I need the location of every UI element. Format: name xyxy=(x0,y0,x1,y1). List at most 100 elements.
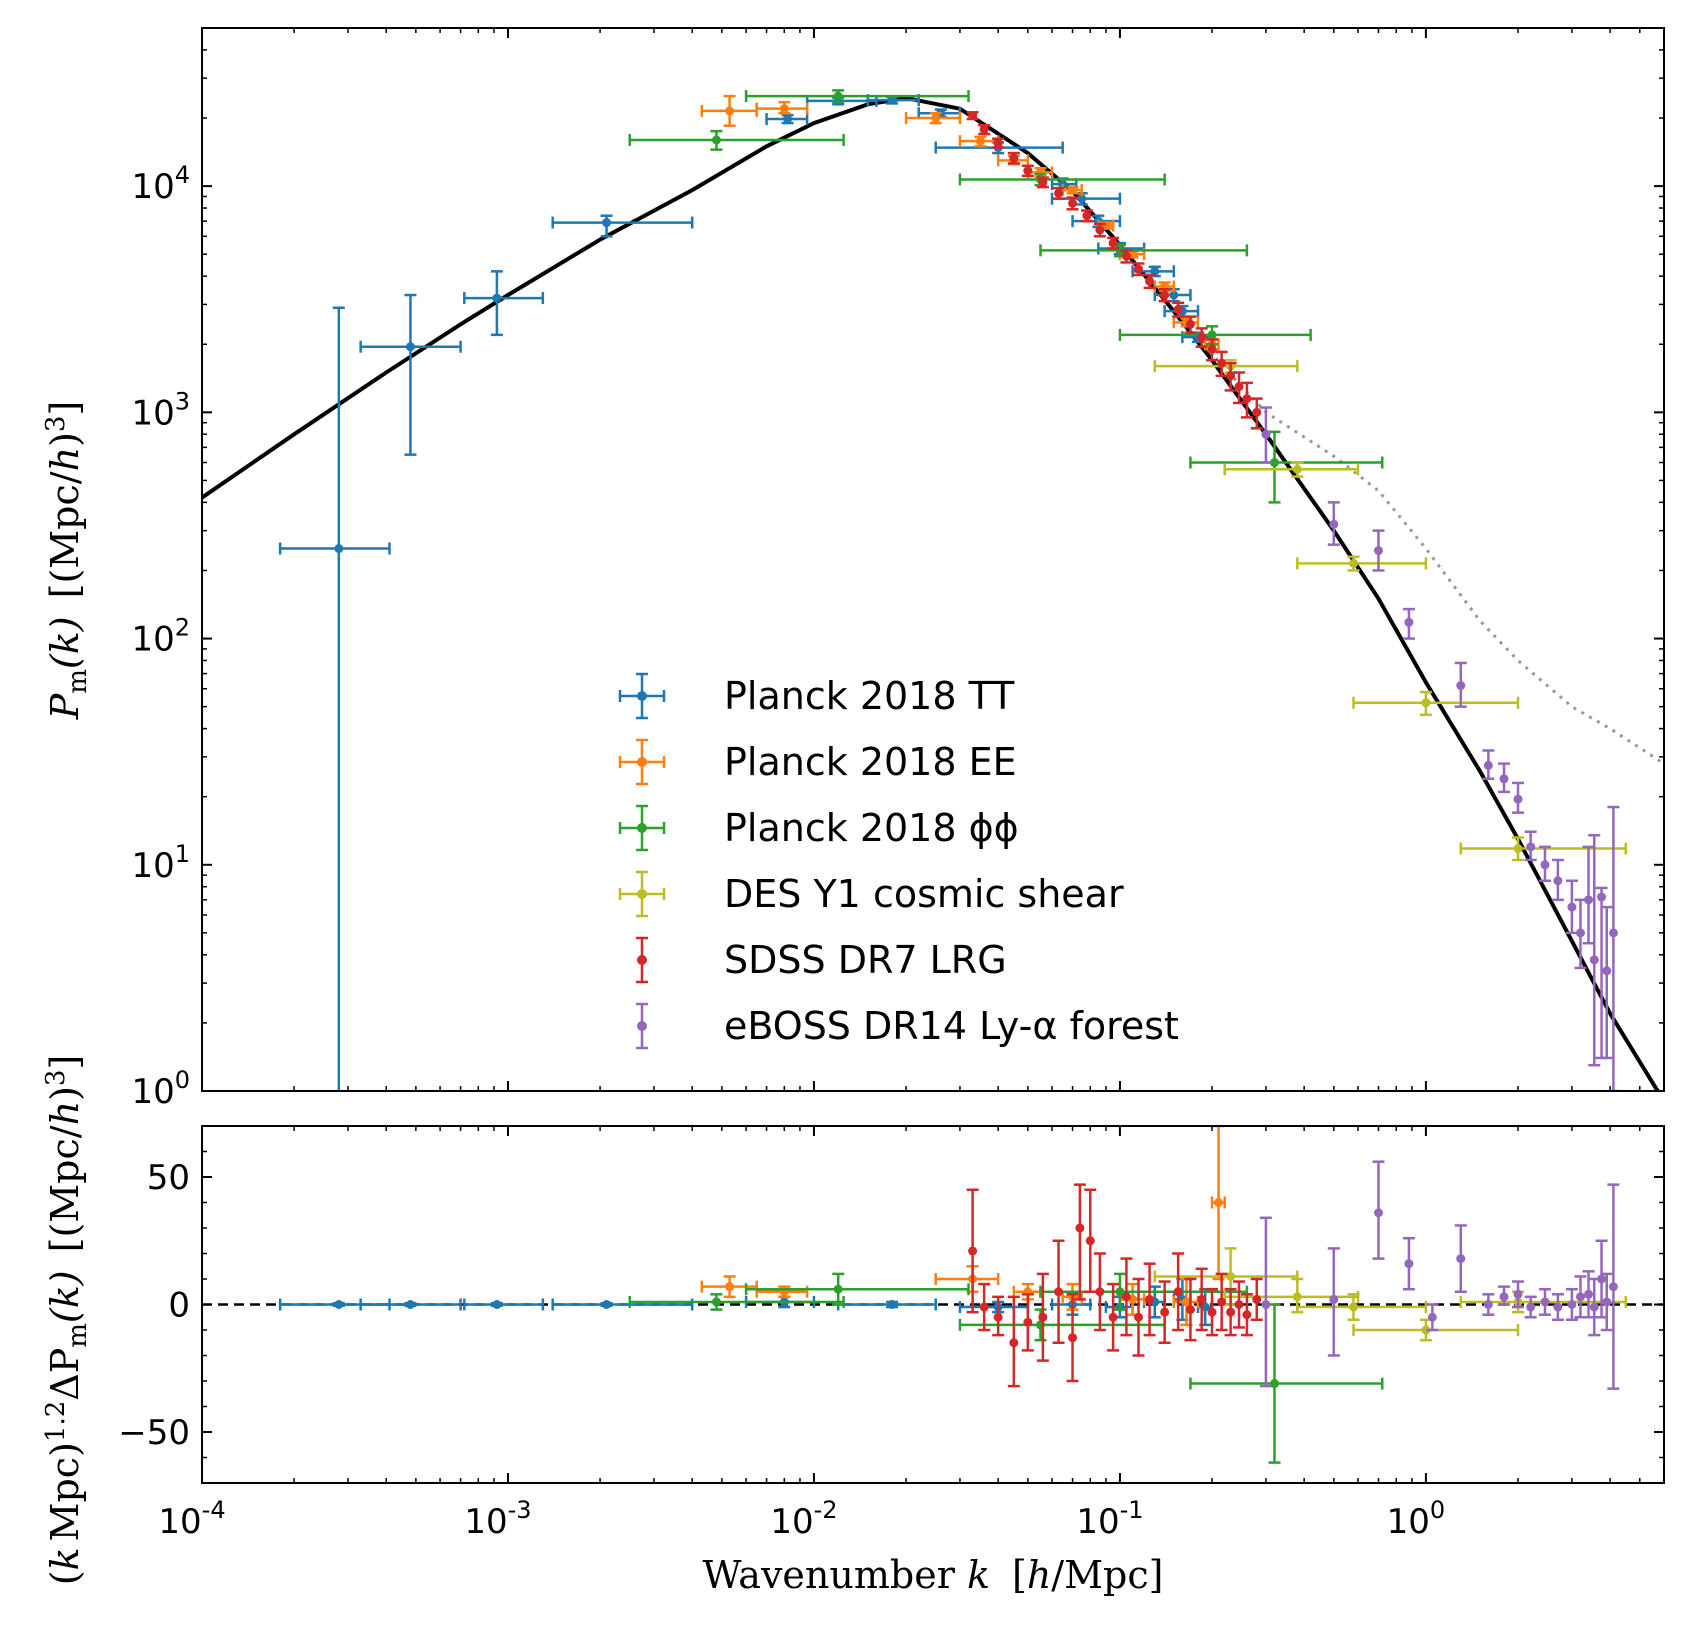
data-marker xyxy=(1173,304,1183,314)
data-marker xyxy=(1207,330,1217,340)
data-marker xyxy=(1292,1292,1302,1302)
top-point xyxy=(992,137,1005,149)
bottom-point xyxy=(1184,1277,1197,1342)
data-marker xyxy=(1038,1312,1048,1322)
top-point xyxy=(278,306,391,1091)
legend-label: Planck 2018 EE xyxy=(724,740,1017,784)
bottom-point xyxy=(1512,1280,1525,1309)
top-point xyxy=(1240,381,1253,419)
top-point xyxy=(958,135,1000,148)
data-marker xyxy=(1269,458,1279,468)
top-point xyxy=(1512,781,1525,814)
bottom-point xyxy=(1143,1262,1156,1337)
data-marker xyxy=(1374,546,1384,556)
data-marker xyxy=(334,1300,344,1309)
data-marker xyxy=(1404,617,1414,627)
top-series-des-y1-cosmic-shear xyxy=(1153,358,1628,862)
bottom-point xyxy=(1189,1303,1384,1464)
top-point xyxy=(628,129,845,151)
data-marker xyxy=(711,1297,721,1307)
top-point xyxy=(700,94,758,127)
data-marker xyxy=(711,135,721,145)
bottom-point xyxy=(1210,1126,1226,1281)
legend-swatch xyxy=(636,936,648,984)
legend-swatch xyxy=(636,1002,648,1050)
top-point xyxy=(1233,371,1246,405)
bottom-point xyxy=(1084,1188,1097,1293)
bottom-point xyxy=(1259,1216,1272,1388)
data-marker xyxy=(405,342,415,352)
data-marker xyxy=(1567,1300,1577,1309)
bottom-point xyxy=(1565,1287,1578,1322)
data-marker xyxy=(1608,1282,1618,1292)
data-marker xyxy=(1349,558,1359,568)
top-frame xyxy=(201,27,1665,1092)
data-marker xyxy=(1269,1379,1279,1389)
bottom-point xyxy=(1600,1272,1613,1332)
y-tick-label: 0 xyxy=(168,1286,190,1326)
data-marker xyxy=(968,1246,978,1256)
bottom-point xyxy=(1158,1280,1171,1344)
data-marker xyxy=(492,1300,502,1309)
top-point xyxy=(359,293,462,456)
legend-swatch xyxy=(618,804,666,852)
data-marker xyxy=(1252,1294,1262,1304)
data-marker xyxy=(1197,332,1207,342)
top-point xyxy=(1172,301,1185,318)
top-point xyxy=(1021,164,1034,178)
bottom-point xyxy=(1498,1285,1511,1306)
data-marker xyxy=(1160,290,1170,300)
x-axis-label: Wavenumber k [h/Mpc] xyxy=(703,1553,1164,1597)
top-point xyxy=(1007,151,1020,165)
data-marker xyxy=(1200,1302,1210,1312)
bottom-point xyxy=(1482,1293,1495,1316)
bottom-y-tick-labels: 50 0 −50 xyxy=(118,1158,190,1453)
data-marker xyxy=(725,1282,735,1292)
data-marker xyxy=(1181,1297,1191,1307)
top-series-eboss-dr14-ly-forest xyxy=(1259,406,1620,1091)
data-marker xyxy=(1374,1208,1384,1218)
top-point xyxy=(1574,898,1587,970)
x-tick-labels: 10-4 10-3 10-2 10-1 100 xyxy=(158,1496,1445,1542)
legend-marker xyxy=(637,955,647,965)
top-point xyxy=(1189,430,1384,504)
data-marker xyxy=(602,1300,612,1309)
data-marker xyxy=(1207,344,1217,354)
data-marker xyxy=(887,1300,897,1309)
bottom-point xyxy=(1296,1293,1428,1322)
top-point xyxy=(1551,858,1564,902)
x-tick-label: 10-2 xyxy=(770,1496,837,1542)
data-marker xyxy=(1185,319,1195,329)
bottom-point xyxy=(1551,1293,1564,1322)
data-marker xyxy=(1597,1274,1607,1284)
data-marker xyxy=(833,1284,843,1294)
top-series-planck-2018-tt xyxy=(278,94,1214,1091)
bottom-point xyxy=(1224,1287,1237,1337)
data-marker xyxy=(1602,966,1612,976)
legend: Planck 2018 TT Planck 2018 EE Planck 2018 … xyxy=(618,672,1179,1050)
bottom-series-planck-2018-ee xyxy=(700,1126,1226,1327)
top-point xyxy=(1296,555,1428,572)
data-marker xyxy=(1349,1302,1359,1312)
bottom-point xyxy=(1240,1293,1253,1337)
top-point xyxy=(1132,262,1145,277)
data-marker xyxy=(1553,1302,1563,1312)
legend-label: eBOSS DR14 Ly-α forest xyxy=(724,1004,1179,1048)
top-point xyxy=(1352,690,1520,717)
top-series-sdss-dr7-lrg xyxy=(966,111,1263,430)
data-marker xyxy=(1134,1312,1144,1322)
data-marker xyxy=(1068,1333,1078,1343)
bottom-point xyxy=(978,1282,991,1332)
data-marker xyxy=(1242,1310,1252,1320)
data-marker xyxy=(1134,264,1144,274)
x-tick-label: 10-1 xyxy=(1076,1496,1143,1542)
top-point xyxy=(1565,879,1578,935)
top-point xyxy=(1107,236,1120,250)
data-marker xyxy=(1054,188,1064,198)
data-marker xyxy=(1234,1300,1244,1309)
legend-marker xyxy=(637,823,647,833)
data-marker xyxy=(1095,225,1105,235)
top-point xyxy=(765,113,809,126)
